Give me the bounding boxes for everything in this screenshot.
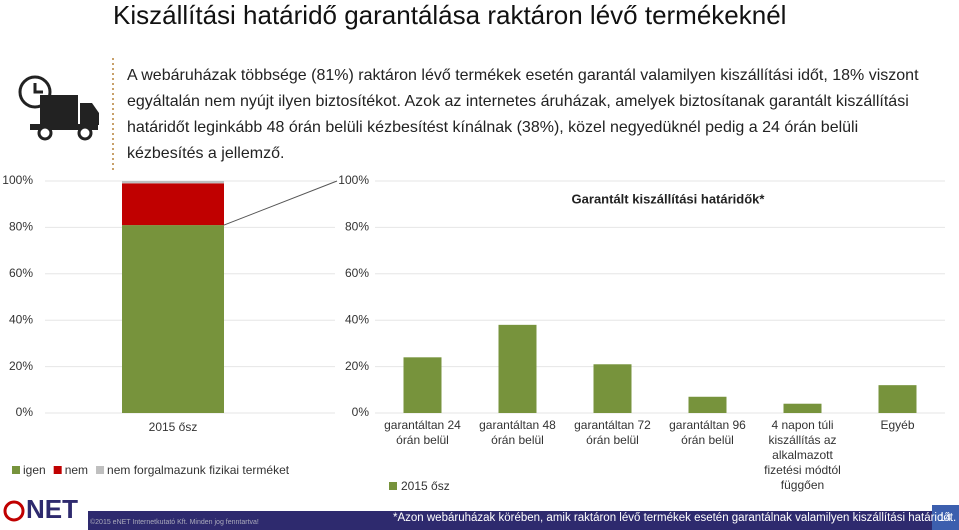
legend-label: igen (23, 463, 46, 477)
legend-label: nem forgalmazunk fizikai terméket (107, 463, 290, 477)
truck-icon (18, 75, 99, 141)
y-tick-label: 20% (9, 359, 33, 373)
logo: NET (26, 494, 78, 524)
bar (688, 396, 727, 413)
bar (878, 385, 917, 413)
x-tick-label: Egyéb (880, 418, 915, 432)
x-tick-label: garantáltan 48 órán belül (479, 418, 556, 447)
y-tick-label: 40% (345, 312, 369, 326)
bar (498, 324, 537, 413)
legend-swatch (12, 466, 20, 474)
slide-title: Kiszállítási határidő garantálása raktár… (113, 0, 787, 30)
page-number-box (932, 505, 959, 530)
intro-text: A webáruházak többsége (81%) raktáron lé… (127, 67, 919, 162)
y-tick-label: 80% (9, 220, 33, 234)
logo-mark (3, 500, 25, 522)
x-tick-label: 2015 ősz (149, 420, 198, 434)
y-tick-label: 40% (9, 312, 33, 326)
chart-title: Garantált kiszállítási határidők* (572, 191, 766, 206)
footnote: *Azon webáruházak körében, amik raktáron… (393, 512, 956, 524)
x-tick-label: garantáltan 24 órán belül (384, 418, 461, 447)
y-tick-label: 100% (2, 173, 33, 187)
x-tick-label: garantáltan 96 órán belül (669, 418, 746, 447)
y-tick-label: 60% (345, 266, 369, 280)
y-tick-label: 100% (338, 173, 369, 187)
legend-swatch (96, 466, 105, 474)
copyright: ©2015 eNET Internetkutató Kft. Minden jo… (90, 518, 259, 526)
legend-swatch (389, 482, 397, 490)
bar (783, 403, 822, 413)
page-number: 14 (939, 512, 951, 524)
bar (403, 357, 442, 413)
legend-swatch (53, 466, 62, 474)
y-tick-label: 80% (345, 220, 369, 234)
bar-segment (122, 225, 224, 413)
bar-segment (122, 181, 224, 184)
connector-line (223, 180, 338, 226)
x-tick-label: garantáltan 72 órán belül (574, 418, 651, 447)
x-tick-label: 4 napon túli kiszállítás az alkalmazott … (764, 418, 841, 492)
y-tick-label: 20% (345, 359, 369, 373)
y-tick-label: 0% (16, 405, 34, 419)
y-tick-label: 0% (352, 405, 370, 419)
legend-label: nem (65, 463, 88, 477)
bar (593, 364, 632, 413)
bar-segment (122, 183, 224, 226)
y-tick-label: 60% (9, 266, 33, 280)
footer-band (88, 511, 959, 530)
legend-label: 2015 ősz (401, 479, 450, 493)
